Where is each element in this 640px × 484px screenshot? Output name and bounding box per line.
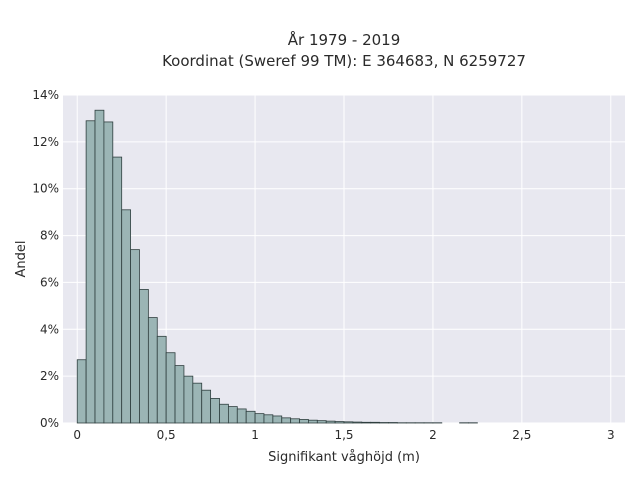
histogram-bar xyxy=(131,250,140,423)
histogram-bar xyxy=(175,366,184,423)
histogram-bar xyxy=(335,422,344,423)
histogram-bar xyxy=(353,422,362,423)
x-tick-label: 2,5 xyxy=(512,428,531,442)
y-tick-label: 12% xyxy=(32,135,59,149)
histogram-bar xyxy=(264,415,273,423)
histogram-bar xyxy=(273,416,282,423)
x-tick-label: 1 xyxy=(251,428,259,442)
histogram-bar xyxy=(344,422,353,423)
x-tick-label: 2 xyxy=(429,428,437,442)
histogram-bar xyxy=(308,420,317,423)
y-tick-label: 14% xyxy=(32,88,59,102)
histogram-bar xyxy=(166,353,175,423)
histogram-bar xyxy=(139,289,148,423)
y-tick-label: 10% xyxy=(32,182,59,196)
histogram-bar xyxy=(255,414,264,423)
histogram-bar xyxy=(371,422,380,423)
x-tick-label: 0 xyxy=(73,428,81,442)
chart-subtitle: Koordinat (Sweref 99 TM): E 364683, N 62… xyxy=(162,52,526,70)
x-tick-labels: 0 0,5 1 1,5 2 2,5 3 xyxy=(73,428,614,442)
y-tick-label: 6% xyxy=(40,275,59,289)
y-tick-label: 4% xyxy=(40,322,59,336)
histogram-bar xyxy=(282,418,291,423)
histogram-bar xyxy=(246,411,255,423)
y-tick-label: 2% xyxy=(40,369,59,383)
histogram-bar xyxy=(300,419,309,423)
y-axis-label: Andel xyxy=(14,241,29,278)
histogram-bar xyxy=(86,121,95,423)
histogram-bar xyxy=(193,383,202,423)
histogram-bar xyxy=(104,122,113,423)
histogram-bar xyxy=(317,421,326,423)
histogram-bar xyxy=(291,419,300,423)
histogram-bar xyxy=(113,157,122,423)
histogram-bar xyxy=(326,421,335,423)
histogram-bar xyxy=(77,360,86,423)
histogram-bar xyxy=(211,398,220,423)
histogram-bar xyxy=(184,376,193,423)
histogram-bar xyxy=(228,407,237,423)
histogram-bar xyxy=(237,409,246,423)
histogram-bar xyxy=(157,336,166,423)
histogram-bar xyxy=(95,110,104,423)
y-tick-label: 0% xyxy=(40,416,59,430)
histogram-bar xyxy=(202,390,211,423)
chart-title: År 1979 - 2019 xyxy=(288,30,401,49)
x-axis-label: Signifikant våghöjd (m) xyxy=(268,450,420,465)
histogram-bar xyxy=(148,318,157,423)
histogram-bar xyxy=(362,422,371,423)
x-tick-label: 0,5 xyxy=(157,428,176,442)
histogram-bar xyxy=(122,210,131,423)
x-tick-label: 1,5 xyxy=(334,428,353,442)
y-tick-label: 8% xyxy=(40,229,59,243)
histogram-bar xyxy=(220,404,229,423)
x-tick-label: 3 xyxy=(607,428,615,442)
y-tick-labels: 0% 2% 4% 6% 8% 10% 12% 14% xyxy=(32,88,59,430)
